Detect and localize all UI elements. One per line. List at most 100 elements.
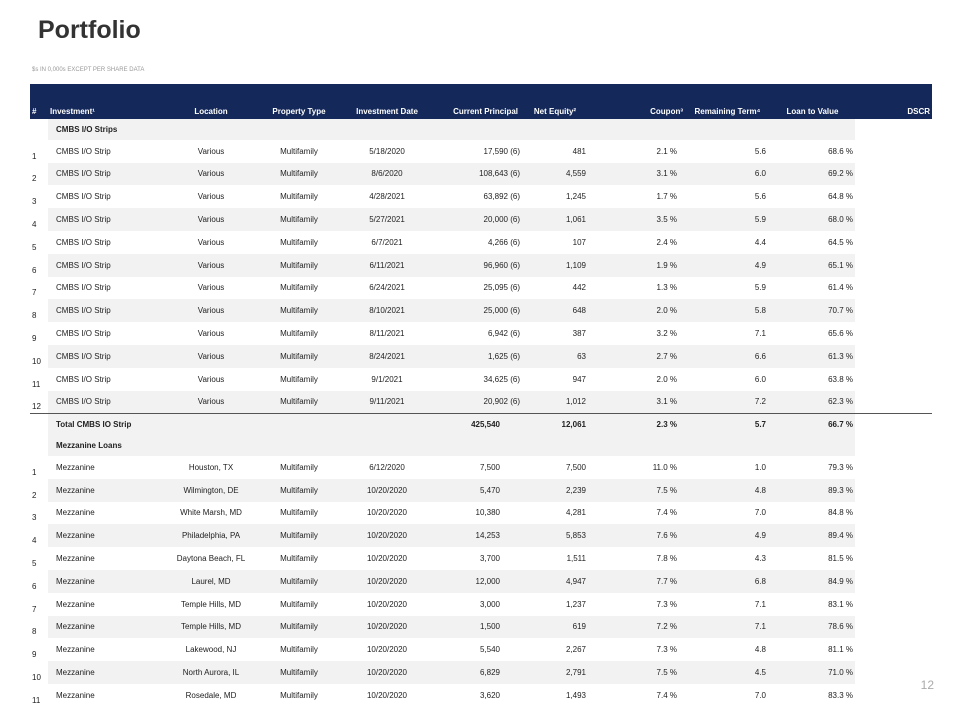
cell: CMBS I/O Strip — [56, 283, 111, 293]
blank — [855, 435, 932, 456]
cell: Mezzanine — [56, 599, 95, 609]
section-row: CMBS I/O Strips — [30, 119, 932, 140]
cell: 1.9 % — [590, 253, 685, 277]
row-number: 1 — [32, 151, 37, 161]
cell: 34,625 (6) — [483, 374, 520, 384]
cell: 7.6 % — [590, 524, 685, 548]
cell: Temple Hills, MD — [160, 615, 262, 639]
table-row: 6 Mezzanine Laurel, MD Multifamily 10/20/202… — [30, 569, 932, 593]
cell: CMBS I/O Strip — [56, 374, 111, 384]
blank — [855, 524, 932, 547]
cell: 7.3 % — [656, 599, 677, 609]
cell: 1.7 % — [656, 192, 677, 202]
cell: White Marsh, MD — [180, 508, 242, 518]
blank — [855, 368, 932, 391]
cell: 10/20/2020 — [336, 524, 438, 548]
cell: 79.3 % — [828, 462, 853, 472]
cell: 84.9 % — [770, 569, 855, 593]
cell: 2.0 % — [590, 299, 685, 323]
cell: 64.5 % — [828, 237, 853, 247]
cell: 10,380 — [475, 508, 500, 518]
cell: Various — [160, 344, 262, 368]
cell: 2.7 % — [590, 344, 685, 368]
row-number: 3 — [32, 513, 37, 523]
row-number: 5 — [32, 242, 37, 252]
cell: Multifamily — [280, 283, 318, 293]
row-number: 2 — [32, 490, 37, 500]
cell: 1,493 — [565, 690, 586, 700]
cell: Various — [197, 146, 225, 156]
cell: 9/11/2021 — [336, 390, 438, 414]
cell: 8/24/2021 — [336, 344, 438, 368]
cell: 64.8 % — [828, 192, 853, 202]
cell: Multifamily — [280, 508, 318, 518]
cell: Mezzanine — [56, 554, 95, 564]
cell: 2,239 — [520, 478, 590, 502]
cell: CMBS I/O Strip — [48, 299, 160, 323]
cell: 89.3 % — [770, 478, 855, 502]
cell: 6,942 (6) — [487, 329, 520, 339]
cell: 20,902 (6) — [438, 390, 520, 414]
cell: 6.8 — [685, 569, 770, 593]
cell: Mezzanine — [48, 661, 160, 684]
blank — [855, 163, 932, 186]
cell: 2,791 — [520, 661, 590, 684]
cell: Wilmington, DE — [160, 478, 262, 502]
table-row: 3 CMBS I/O Strip Various Multifamily 4/28/20… — [30, 185, 932, 208]
blank — [855, 231, 932, 254]
cell: 63.8 % — [828, 374, 853, 384]
blank — [30, 413, 48, 436]
cell: 3.5 % — [590, 208, 685, 231]
cell: Various — [197, 192, 225, 202]
cell: 1,109 — [520, 253, 590, 277]
cell: 5,470 — [438, 478, 520, 502]
cell: Various — [197, 237, 225, 247]
cell: 1,511 — [566, 554, 586, 564]
cell: Various — [160, 390, 262, 414]
cell: 3.2 % — [656, 329, 677, 339]
blank — [30, 119, 48, 140]
cell: 4.5 — [685, 661, 770, 684]
cell: Lakewood, NJ — [185, 645, 237, 655]
table-row: 10 CMBS I/O Strip Various Multifamily 8/24/2… — [30, 344, 932, 368]
cell: 68.6 % — [828, 146, 853, 156]
cell: 107 — [572, 237, 586, 247]
cell: Multifamily — [262, 569, 336, 593]
cell: 10/20/2020 — [336, 478, 438, 502]
cell: 84.8 % — [828, 508, 853, 518]
table-row: 5 Mezzanine Daytona Beach, FL Multifamily 10… — [30, 547, 932, 570]
cell: 6/11/2021 — [336, 253, 438, 277]
cell: 7.2 — [685, 390, 770, 414]
row-number: 12 — [32, 402, 41, 412]
blank — [855, 391, 932, 414]
cell: Multifamily — [280, 192, 318, 202]
cell: 1,237 — [565, 599, 586, 609]
portfolio-table: # Investment¹ Location Property Type Investm… — [30, 84, 932, 707]
table-row: 6 CMBS I/O Strip Various Multifamily 6/11/20… — [30, 253, 932, 277]
row-number: 2 — [32, 174, 37, 184]
cell: 4,266 (6) — [487, 237, 520, 247]
cell: 10/20/2020 — [336, 615, 438, 639]
blank — [855, 593, 932, 616]
cell: Multifamily — [280, 329, 318, 339]
cell: 7.5 % — [590, 661, 685, 684]
cell: 10/20/2020 — [366, 554, 408, 564]
table-row: 2 Mezzanine Wilmington, DE Multifamily 10/20… — [30, 478, 932, 502]
cell: Multifamily — [262, 478, 336, 502]
column-header: Net Equity² — [520, 84, 590, 119]
cell: 61.3 % — [770, 344, 855, 368]
cell: 5.8 — [685, 299, 770, 323]
cell: 17,590 (6) — [483, 146, 520, 156]
cell: 442 — [572, 283, 586, 293]
blank — [855, 547, 932, 570]
row-number: 1 — [32, 467, 37, 477]
cell: 65.1 % — [770, 253, 855, 277]
cell: 6.0 — [754, 374, 766, 384]
cell: 5,540 — [479, 645, 500, 655]
row-number: 11 — [32, 379, 41, 389]
column-header: DSCR — [855, 84, 932, 119]
row-number: 6 — [32, 265, 37, 275]
cell: 6/7/2021 — [371, 237, 403, 247]
cell: 69.2 % — [770, 162, 855, 186]
